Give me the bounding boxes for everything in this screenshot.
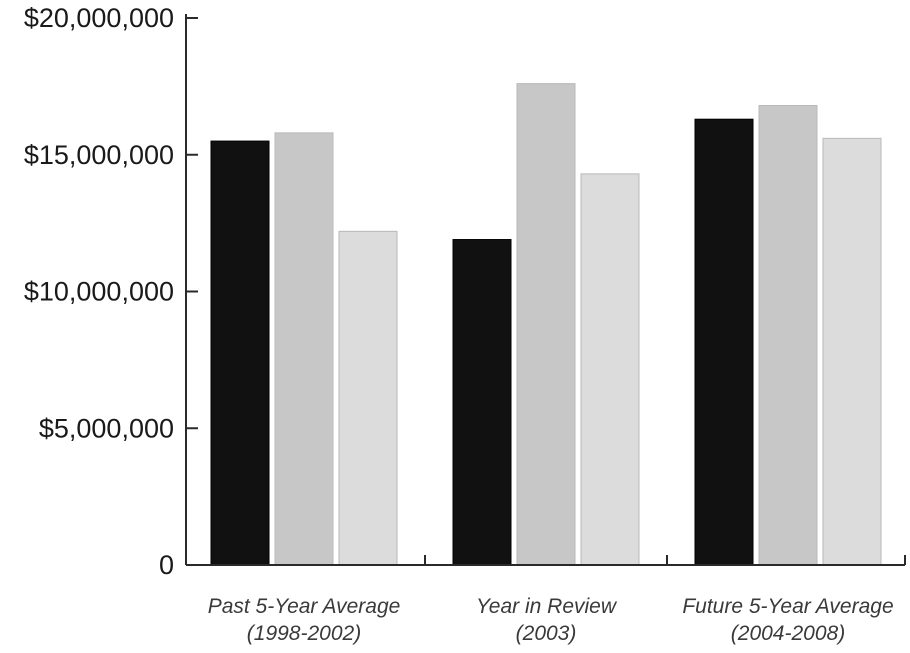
bar-2-3 xyxy=(580,173,640,566)
bar-2-1 xyxy=(452,239,512,566)
x-tick-label: (1998-2002) xyxy=(247,622,361,645)
bar-3-2 xyxy=(758,105,818,566)
y-tick-label: $20,000,000 xyxy=(24,3,174,33)
x-axis: Past 5-Year Average (1998-2002) Year in Re… xyxy=(186,555,906,645)
x-tick-label: Year in Review xyxy=(476,595,618,618)
bar-2-2 xyxy=(516,83,576,566)
y-tick-label: $10,000,000 xyxy=(24,277,174,307)
x-tick-label: Past 5-Year Average xyxy=(208,595,401,618)
bar-3-1 xyxy=(694,118,754,566)
y-tick-label: $15,000,000 xyxy=(24,140,174,170)
y-tick-label: $5,000,000 xyxy=(39,413,174,443)
y-tick-label: 0 xyxy=(159,550,174,580)
x-tick-label: Future 5-Year Average xyxy=(682,595,893,618)
x-tick-label: (2003) xyxy=(516,622,577,645)
y-axis: 0 $5,000,000 $10,000,000 $15,000,000 $20,000… xyxy=(24,3,198,580)
bars xyxy=(210,83,882,566)
bar-1-2 xyxy=(274,132,334,566)
bar-1-1 xyxy=(210,140,270,566)
bar-1-3 xyxy=(338,230,398,566)
x-tick-label: (2004-2008) xyxy=(731,622,845,645)
bar-3-3 xyxy=(822,137,882,566)
